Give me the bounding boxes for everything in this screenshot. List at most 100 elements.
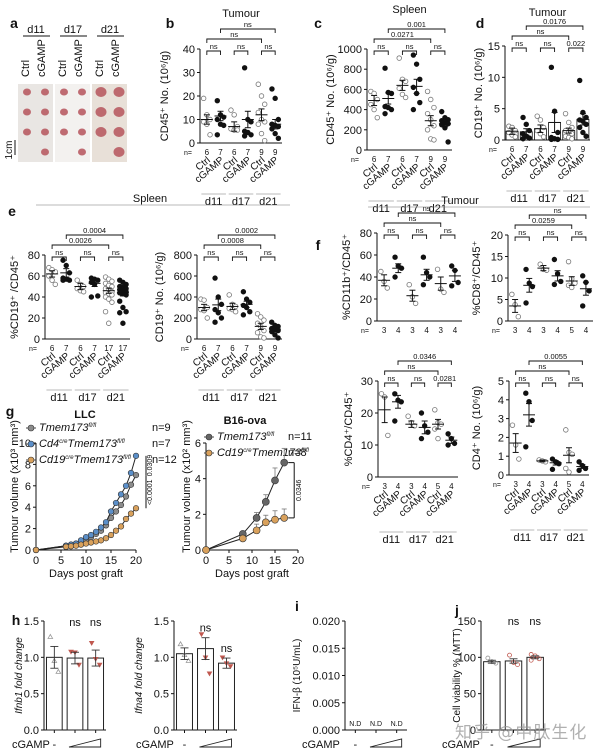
y-tick-label: 800 xyxy=(174,250,192,262)
data-point xyxy=(218,315,225,321)
n-value: 7 xyxy=(414,155,419,164)
data-point xyxy=(515,314,521,320)
data-point xyxy=(117,298,123,304)
n-value: 17 xyxy=(118,344,127,353)
sig-bracket xyxy=(410,382,426,387)
panel-letter: g xyxy=(6,403,15,419)
y-tick-label: 0 xyxy=(189,138,195,150)
n-label: n= xyxy=(181,346,189,353)
data-point xyxy=(106,320,112,326)
data-point xyxy=(255,121,261,127)
data-point xyxy=(275,135,282,141)
sig-label: ns xyxy=(538,362,546,371)
n-value: 7 xyxy=(64,344,69,353)
data-point xyxy=(580,273,586,279)
data-point xyxy=(431,104,437,111)
n-value: 5 xyxy=(436,482,441,491)
data-point xyxy=(247,309,253,315)
y-tick-label: 10 xyxy=(491,273,503,285)
data-point xyxy=(269,319,275,325)
y-tick-label: 80 xyxy=(360,228,372,240)
sig-bracket xyxy=(515,370,570,375)
sig-bracket xyxy=(397,212,456,217)
y-tick-label: 0.0 xyxy=(24,725,39,737)
panel-a: a d11 Ctrl cGAMP d17 Ctrl cGAMP d21 Ctrl cGAMP 1cm xyxy=(4,15,127,162)
n-value: 9 xyxy=(273,148,278,157)
x-tick-label: 0 xyxy=(33,555,39,567)
data-point xyxy=(563,427,569,433)
tumour-photo xyxy=(55,84,90,162)
y-axis-label: Tumour volume (x10² mm³) xyxy=(181,420,193,553)
data-point xyxy=(112,527,120,534)
n-value: 3 xyxy=(409,482,414,491)
data-point xyxy=(420,254,427,260)
cgamp-dose-wedge xyxy=(369,738,403,748)
n-value: 7 xyxy=(552,145,557,154)
n-value: 7 xyxy=(246,148,251,157)
n-value: 6 xyxy=(50,344,55,353)
data-point xyxy=(406,282,412,288)
sig-bracket xyxy=(440,234,456,239)
y-tick-label: 0 xyxy=(470,725,476,737)
data-point xyxy=(52,281,58,288)
data-point xyxy=(583,121,589,128)
sig-bracket xyxy=(511,35,570,40)
x-tick-label: 5 xyxy=(58,555,64,567)
panel-title: Tumour xyxy=(529,7,567,19)
data-point xyxy=(72,542,80,549)
n-value: 6 xyxy=(78,344,83,353)
data-point xyxy=(198,632,205,638)
data-point xyxy=(563,465,569,472)
data-point xyxy=(576,459,582,465)
n-value: 4 xyxy=(453,326,458,335)
n-value: 4 xyxy=(422,482,427,491)
y-tick-label: 800 xyxy=(344,64,362,76)
data-point xyxy=(226,292,232,298)
legend-label: Tmem173fl/fl xyxy=(217,431,275,443)
data-point xyxy=(80,289,87,295)
n-value: 4 xyxy=(527,326,532,335)
sig-bracket xyxy=(397,360,452,365)
data-point xyxy=(523,390,529,396)
sig-label: ns xyxy=(407,362,415,371)
y-tick-label: 10 xyxy=(361,440,373,452)
sig-bracket xyxy=(528,214,587,219)
legend-marker xyxy=(27,456,35,464)
y-tick-label: 15 xyxy=(488,41,500,53)
data-point xyxy=(55,668,62,674)
y-tick-label: 0.5 xyxy=(24,689,39,701)
y-tick-label: 3 xyxy=(498,414,504,426)
chart-title: LLC xyxy=(74,409,95,421)
y-tick-label: 40 xyxy=(360,272,372,284)
sig-label: 0.0004 xyxy=(83,226,106,235)
data-point xyxy=(509,422,516,428)
data-point xyxy=(580,129,586,136)
y-tick-label: 0 xyxy=(367,472,373,484)
data-point xyxy=(258,314,264,320)
n-value: 7 xyxy=(244,344,249,353)
sig-label: ns xyxy=(529,616,541,628)
data-point xyxy=(120,304,126,311)
y-axis-label: Ifnb1 fold change xyxy=(14,637,25,714)
data-point xyxy=(132,452,140,459)
data-point xyxy=(47,633,54,639)
n-label: n= xyxy=(361,328,369,335)
data-point xyxy=(485,655,491,661)
y-tick-label: 1 xyxy=(498,451,504,463)
data-point xyxy=(280,458,289,467)
day-label: d17 xyxy=(409,534,427,546)
data-point xyxy=(392,274,398,280)
sig-bracket xyxy=(528,360,583,365)
sig-bracket xyxy=(260,256,276,261)
data-point xyxy=(112,499,120,507)
tumour xyxy=(113,127,125,137)
section-headers: Spleen Tumour xyxy=(36,193,590,208)
data-point xyxy=(534,113,540,119)
data-point xyxy=(449,263,455,269)
cgamp-label: cGAMP xyxy=(73,39,85,77)
day-label: d11 xyxy=(27,24,45,36)
n-value: 4 xyxy=(553,480,558,489)
